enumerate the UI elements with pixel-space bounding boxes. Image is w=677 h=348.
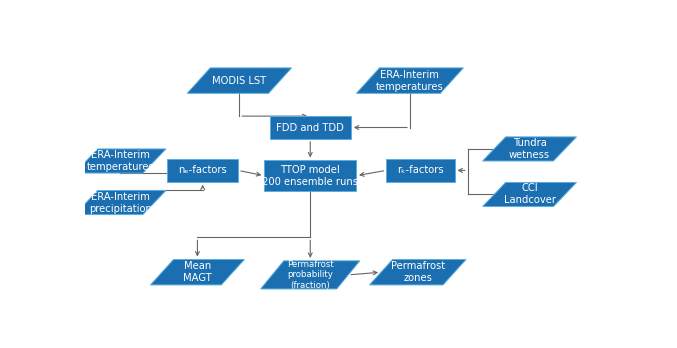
Text: nₑ-factors: nₑ-factors bbox=[178, 165, 227, 175]
Text: Permafrost
zones: Permafrost zones bbox=[391, 261, 445, 283]
Text: Tundra
wetness: Tundra wetness bbox=[509, 138, 550, 160]
Bar bbox=[387, 159, 454, 182]
Text: TTOP model
200 ensemble runs: TTOP model 200 ensemble runs bbox=[262, 165, 358, 187]
Text: CCI
Landcover: CCI Landcover bbox=[504, 183, 556, 206]
Text: Permafrost
probability
(fraction): Permafrost probability (fraction) bbox=[287, 260, 334, 290]
Text: ERA-Interim
temperatures: ERA-Interim temperatures bbox=[376, 70, 444, 92]
Polygon shape bbox=[261, 261, 359, 289]
Polygon shape bbox=[483, 182, 577, 207]
Text: ERA-Interim
precipitation: ERA-Interim precipitation bbox=[89, 191, 152, 214]
Polygon shape bbox=[74, 190, 166, 215]
Polygon shape bbox=[370, 260, 466, 285]
Bar bbox=[167, 159, 238, 182]
Bar bbox=[264, 160, 356, 191]
Text: rₖ-factors: rₖ-factors bbox=[397, 165, 443, 175]
Text: Mean
MAGT: Mean MAGT bbox=[183, 261, 212, 283]
Text: MODIS LST: MODIS LST bbox=[213, 76, 267, 86]
Polygon shape bbox=[74, 149, 166, 173]
Polygon shape bbox=[150, 260, 244, 285]
Text: ERA-Interim
temperatures: ERA-Interim temperatures bbox=[87, 150, 154, 172]
Bar bbox=[269, 116, 351, 139]
Polygon shape bbox=[356, 68, 464, 93]
Polygon shape bbox=[188, 68, 292, 93]
Polygon shape bbox=[483, 137, 577, 161]
Text: FDD and TDD: FDD and TDD bbox=[276, 122, 344, 133]
